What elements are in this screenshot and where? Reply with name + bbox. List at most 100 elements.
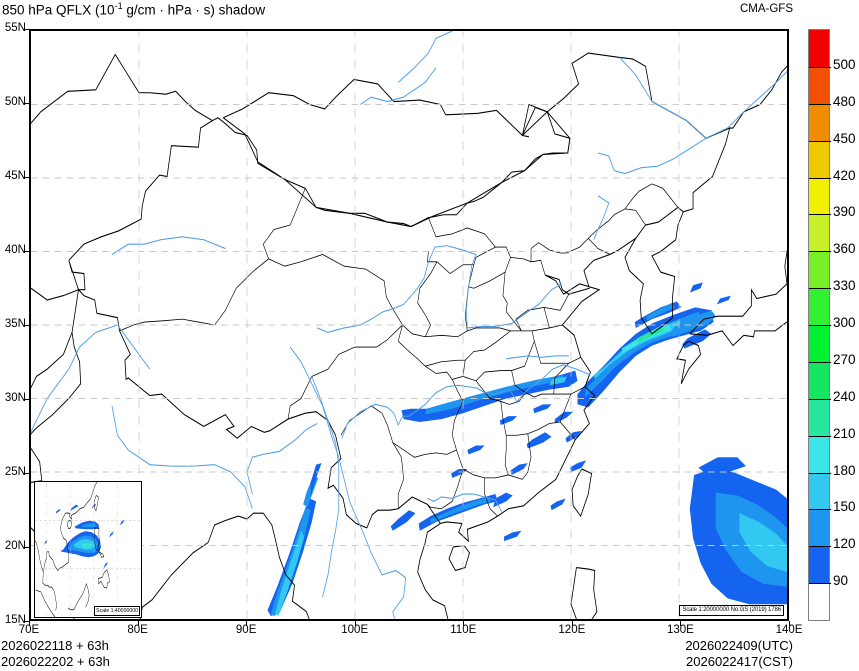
qflx-shading-layer bbox=[267, 282, 787, 617]
colorbar-band bbox=[809, 546, 829, 584]
inset-map[interactable]: Scale 1:40000000 bbox=[34, 481, 142, 618]
init-time-line1: 2026022118 + 63h bbox=[1, 638, 109, 653]
lon-tick-label: 80E bbox=[127, 624, 148, 636]
qflx-contour-patch bbox=[569, 460, 587, 472]
colorbar-divider bbox=[809, 509, 831, 511]
colorbar-divider bbox=[809, 361, 831, 363]
qflx-contour-patch bbox=[550, 498, 566, 511]
inset-graticule-layer bbox=[35, 482, 141, 617]
qflx-contour-patch bbox=[493, 492, 513, 508]
lat-tick-label: 25N bbox=[4, 466, 26, 478]
colorbar-band bbox=[809, 325, 829, 362]
colorbar-band bbox=[809, 177, 829, 215]
colorbar-band bbox=[809, 288, 829, 325]
lon-tick-label: 100E bbox=[341, 624, 369, 636]
lon-tick-label: 90E bbox=[235, 624, 257, 636]
map-canvas bbox=[31, 31, 787, 619]
qflx-contour-patch bbox=[467, 445, 485, 455]
colorbar[interactable] bbox=[808, 29, 831, 621]
colorbar-tick-label: 360 bbox=[833, 241, 856, 257]
colorbar-divider bbox=[809, 140, 831, 142]
lat-tick bbox=[24, 103, 29, 104]
colorbar-band bbox=[809, 214, 829, 252]
qflx-contour-patch bbox=[390, 510, 416, 531]
river-layer bbox=[31, 31, 787, 619]
inset-map-canvas bbox=[35, 482, 141, 617]
qflx-contour-patch bbox=[499, 416, 517, 425]
lat-tick-label: 40N bbox=[4, 244, 26, 256]
qflx-contour-patch bbox=[526, 432, 552, 449]
qflx-contour-patch bbox=[565, 430, 582, 443]
valid-time-utc: 2026022409(UTC) bbox=[685, 638, 793, 653]
page-title-main: 850 hPa QFLX (10 bbox=[2, 2, 115, 18]
lon-tick-label: 130E bbox=[666, 624, 694, 636]
qflx-contour-patch bbox=[689, 282, 703, 293]
lon-tick bbox=[29, 621, 30, 626]
colorbar-band bbox=[809, 103, 829, 141]
colorbar-band bbox=[809, 398, 829, 436]
qflx-contour-patch bbox=[698, 457, 746, 475]
colorbar-band bbox=[809, 472, 829, 510]
colorbar-band bbox=[809, 140, 829, 178]
lat-tick-label: 50N bbox=[4, 96, 26, 108]
lat-tick-label: 15N bbox=[4, 614, 26, 626]
qflx-contour-patch bbox=[275, 530, 305, 617]
colorbar-tick-label: 420 bbox=[833, 167, 856, 183]
qflx-contour-patch bbox=[44, 539, 48, 545]
colorbar-tick-label: 210 bbox=[833, 425, 856, 441]
colorbar-divider bbox=[809, 251, 831, 253]
colorbar-divider bbox=[809, 325, 831, 326]
map-clip bbox=[31, 31, 787, 619]
init-time-line2: 2026022202 + 63h bbox=[1, 654, 110, 669]
colorbar-tick-label: 500 bbox=[833, 56, 856, 72]
colorbar-tick-label: 330 bbox=[833, 278, 856, 294]
colorbar-band bbox=[809, 361, 829, 399]
inset-coastline-layer bbox=[35, 482, 115, 617]
colorbar-divider bbox=[809, 435, 831, 437]
lat-tick bbox=[24, 177, 29, 178]
colorbar-band bbox=[809, 509, 829, 547]
qflx-contour-patch bbox=[549, 376, 567, 386]
lat-tick bbox=[24, 621, 29, 622]
qflx-contour-patch bbox=[670, 310, 716, 337]
qflx-contour-patch bbox=[504, 530, 522, 542]
map-scale-note: Scale 1:20000000 No:GS (2019) 1786 bbox=[679, 605, 784, 616]
colorbar-divider bbox=[809, 66, 831, 68]
lat-tick bbox=[24, 29, 29, 30]
qflx-contour-patch bbox=[739, 513, 787, 572]
lon-tick-label: 110E bbox=[450, 624, 477, 636]
lat-tick bbox=[24, 251, 29, 252]
page-title: 850 hPa QFLX (10-1 g/cm · hPa · s) shado… bbox=[2, 1, 265, 18]
lon-tick bbox=[354, 621, 356, 626]
colorbar-tick-label: 240 bbox=[833, 388, 856, 404]
lat-tick bbox=[24, 547, 29, 548]
qflx-contour-patch bbox=[682, 329, 712, 349]
qflx-contour-patch bbox=[646, 302, 675, 321]
qflx-contour-patch bbox=[109, 531, 114, 538]
qflx-contour-patch bbox=[510, 463, 528, 475]
qflx-contour-patch bbox=[425, 374, 564, 415]
colorbar-divider bbox=[809, 472, 831, 474]
colorbar-divider bbox=[809, 103, 831, 105]
lon-tick-label: 140E bbox=[775, 624, 803, 636]
qflx-contour-patch bbox=[533, 404, 552, 414]
lon-tick bbox=[246, 621, 248, 626]
colorbar-band bbox=[809, 583, 829, 620]
map-plot-area[interactable]: Scale 1:20000000 No:GS (2019) 1786 Scale… bbox=[29, 29, 789, 621]
qflx-contour-patch bbox=[70, 504, 79, 511]
qflx-contour-patch bbox=[55, 509, 61, 514]
colorbar-band bbox=[809, 30, 829, 67]
colorbar-divider bbox=[809, 398, 831, 400]
model-label: CMA-GFS bbox=[739, 3, 793, 15]
inset-scale-note: Scale 1:40000000 bbox=[94, 606, 140, 616]
colorbar-tick-label: 480 bbox=[833, 93, 856, 109]
colorbar-divider bbox=[809, 546, 831, 548]
qflx-contour-patch bbox=[80, 523, 98, 528]
page-title-rest: g/cm · hPa · s) shadow bbox=[122, 2, 266, 18]
qflx-contour-patch bbox=[85, 544, 91, 547]
lon-tick bbox=[463, 621, 465, 626]
colorbar-tick-label: 270 bbox=[833, 351, 856, 367]
colorbar-band bbox=[809, 66, 829, 104]
colorbar-tick-label: 390 bbox=[833, 204, 856, 220]
lat-tick bbox=[24, 325, 29, 326]
